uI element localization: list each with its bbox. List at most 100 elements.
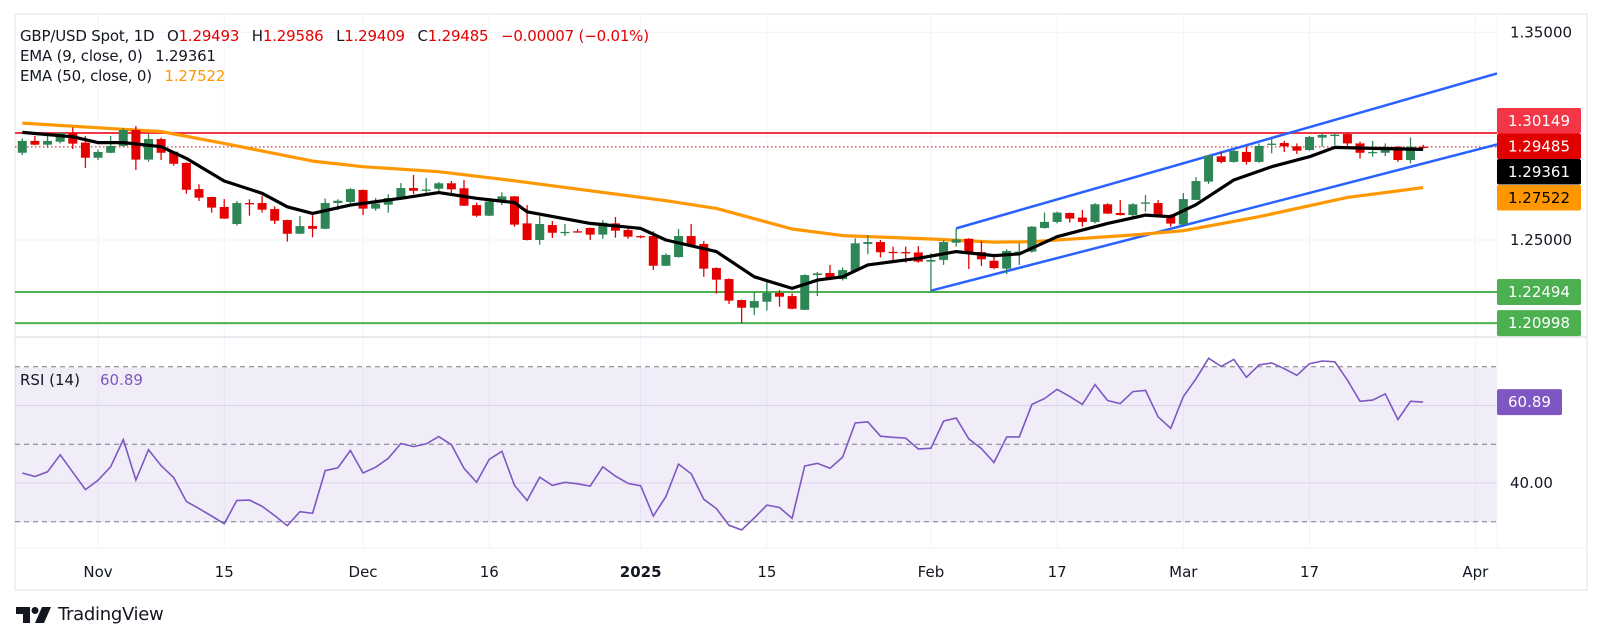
candle[interactable]: [535, 216, 545, 245]
candle[interactable]: [308, 215, 318, 238]
candle-body: [1279, 143, 1289, 147]
candle[interactable]: [43, 135, 53, 148]
candle[interactable]: [244, 199, 254, 216]
candle[interactable]: [232, 200, 242, 226]
candle[interactable]: [1052, 211, 1062, 224]
candle[interactable]: [1216, 151, 1226, 164]
legend-ema50-row[interactable]: EMA (50, close, 0) 1.27522: [20, 67, 225, 85]
candle[interactable]: [547, 221, 557, 238]
candle[interactable]: [636, 235, 646, 239]
candle[interactable]: [1065, 212, 1075, 223]
candle[interactable]: [989, 255, 999, 270]
candle[interactable]: [762, 280, 772, 311]
candle-body: [270, 209, 280, 221]
candle[interactable]: [1191, 177, 1201, 201]
candle[interactable]: [560, 224, 570, 237]
candle[interactable]: [775, 290, 784, 307]
candle[interactable]: [106, 135, 116, 154]
candle[interactable]: [787, 293, 797, 310]
candle-body: [1216, 156, 1226, 162]
candle[interactable]: [497, 192, 507, 206]
candle[interactable]: [1103, 203, 1113, 215]
candle[interactable]: [509, 195, 519, 227]
candle[interactable]: [573, 228, 583, 233]
candle[interactable]: [863, 235, 873, 255]
candle-body: [812, 273, 822, 276]
candle[interactable]: [1330, 132, 1340, 146]
candle[interactable]: [257, 195, 267, 213]
candle-body: [181, 162, 191, 190]
channel-upper-trendline[interactable]: [955, 72, 1497, 230]
candle[interactable]: [1254, 143, 1264, 163]
candle[interactable]: [295, 216, 305, 235]
candle[interactable]: [926, 253, 936, 293]
tradingview-logo[interactable]: TradingView: [16, 604, 164, 625]
legend-symbol-row[interactable]: GBP/USD Spot, 1D O1.29493 H1.29586 L1.29…: [20, 27, 649, 45]
candle[interactable]: [1077, 209, 1087, 227]
candle[interactable]: [888, 246, 898, 262]
candle[interactable]: [194, 184, 204, 201]
candle[interactable]: [875, 240, 885, 258]
price-pane[interactable]: [15, 72, 1497, 325]
candle[interactable]: [1342, 132, 1352, 149]
candle-body: [964, 238, 974, 253]
candle-body: [219, 206, 229, 219]
candle[interactable]: [1317, 133, 1327, 147]
candle[interactable]: [648, 231, 658, 271]
candle[interactable]: [93, 149, 103, 161]
candle[interactable]: [1128, 203, 1138, 218]
candle[interactable]: [409, 174, 419, 195]
candle[interactable]: [1090, 203, 1100, 224]
candle[interactable]: [17, 138, 27, 156]
candle[interactable]: [1267, 138, 1277, 154]
legend-ema9-row[interactable]: EMA (9, close, 0) 1.29361: [20, 47, 216, 65]
candle-body: [989, 260, 999, 269]
candle[interactable]: [1115, 200, 1125, 216]
candle[interactable]: [1229, 150, 1239, 163]
candle[interactable]: [30, 135, 40, 146]
candle[interactable]: [421, 178, 431, 195]
candle[interactable]: [711, 267, 721, 294]
channel-lower-trendline[interactable]: [930, 143, 1497, 292]
candle-body: [80, 142, 90, 158]
ema9-line[interactable]: [22, 130, 1424, 290]
candle[interactable]: [144, 134, 153, 162]
price-label-text: 1.29361: [1508, 163, 1570, 181]
candle[interactable]: [724, 278, 734, 304]
candle[interactable]: [686, 224, 696, 245]
candle[interactable]: [1040, 212, 1050, 229]
candle[interactable]: [1204, 155, 1214, 184]
candle[interactable]: [1305, 135, 1315, 151]
candle[interactable]: [661, 253, 671, 267]
candle[interactable]: [737, 299, 747, 324]
candle[interactable]: [812, 271, 822, 297]
candle-body: [358, 189, 368, 209]
ema50-line[interactable]: [22, 121, 1424, 244]
candle[interactable]: [270, 206, 280, 225]
rsi-pane[interactable]: [22, 357, 1424, 531]
candle[interactable]: [345, 188, 355, 204]
candle[interactable]: [585, 227, 595, 240]
candle[interactable]: [1241, 146, 1251, 165]
candle-body: [522, 223, 532, 240]
candle[interactable]: [446, 181, 456, 195]
candle[interactable]: [282, 219, 292, 242]
candle[interactable]: [951, 228, 961, 247]
candle[interactable]: [207, 196, 217, 213]
candle-body: [1406, 146, 1415, 161]
candle[interactable]: [1140, 194, 1150, 212]
candle[interactable]: [1292, 143, 1302, 155]
candle-body: [585, 227, 595, 235]
candle[interactable]: [850, 238, 860, 272]
candle[interactable]: [181, 162, 191, 194]
candle[interactable]: [219, 199, 229, 220]
candle[interactable]: [320, 198, 330, 230]
candle[interactable]: [1279, 140, 1289, 152]
candle[interactable]: [472, 202, 482, 217]
candle[interactable]: [800, 274, 810, 310]
candle-body: [686, 236, 696, 245]
rsi-line[interactable]: [22, 357, 1424, 531]
candle[interactable]: [699, 241, 709, 277]
candle[interactable]: [749, 291, 759, 315]
